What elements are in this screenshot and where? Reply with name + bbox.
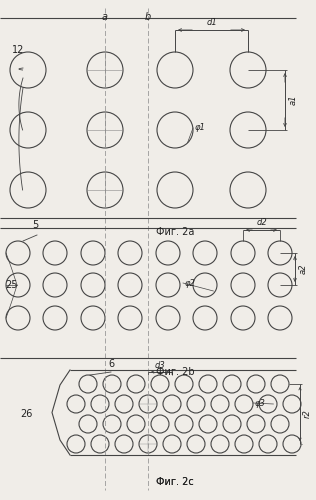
Text: Фиг. 2b: Фиг. 2b <box>156 367 194 377</box>
Text: 12: 12 <box>12 45 24 55</box>
Text: a2: a2 <box>299 264 308 274</box>
Text: φ3: φ3 <box>255 398 266 407</box>
Text: a: a <box>102 12 108 22</box>
Text: b: b <box>145 12 151 22</box>
Text: 25: 25 <box>5 280 17 290</box>
Text: d1: d1 <box>206 18 217 27</box>
Text: φ1: φ1 <box>195 124 206 132</box>
Text: d2: d2 <box>256 218 267 227</box>
Text: a1: a1 <box>289 95 298 106</box>
Text: φ2: φ2 <box>185 278 196 287</box>
Text: r2: r2 <box>303 410 312 418</box>
Text: Фиг. 2a: Фиг. 2a <box>156 227 194 237</box>
Text: 5: 5 <box>32 220 38 230</box>
Text: Фиг. 2c: Фиг. 2c <box>156 477 194 487</box>
Text: d3: d3 <box>155 361 165 370</box>
Text: 26: 26 <box>20 409 32 419</box>
Text: 6: 6 <box>108 359 114 369</box>
Text: Фиг. 2c: Фиг. 2c <box>156 477 194 487</box>
